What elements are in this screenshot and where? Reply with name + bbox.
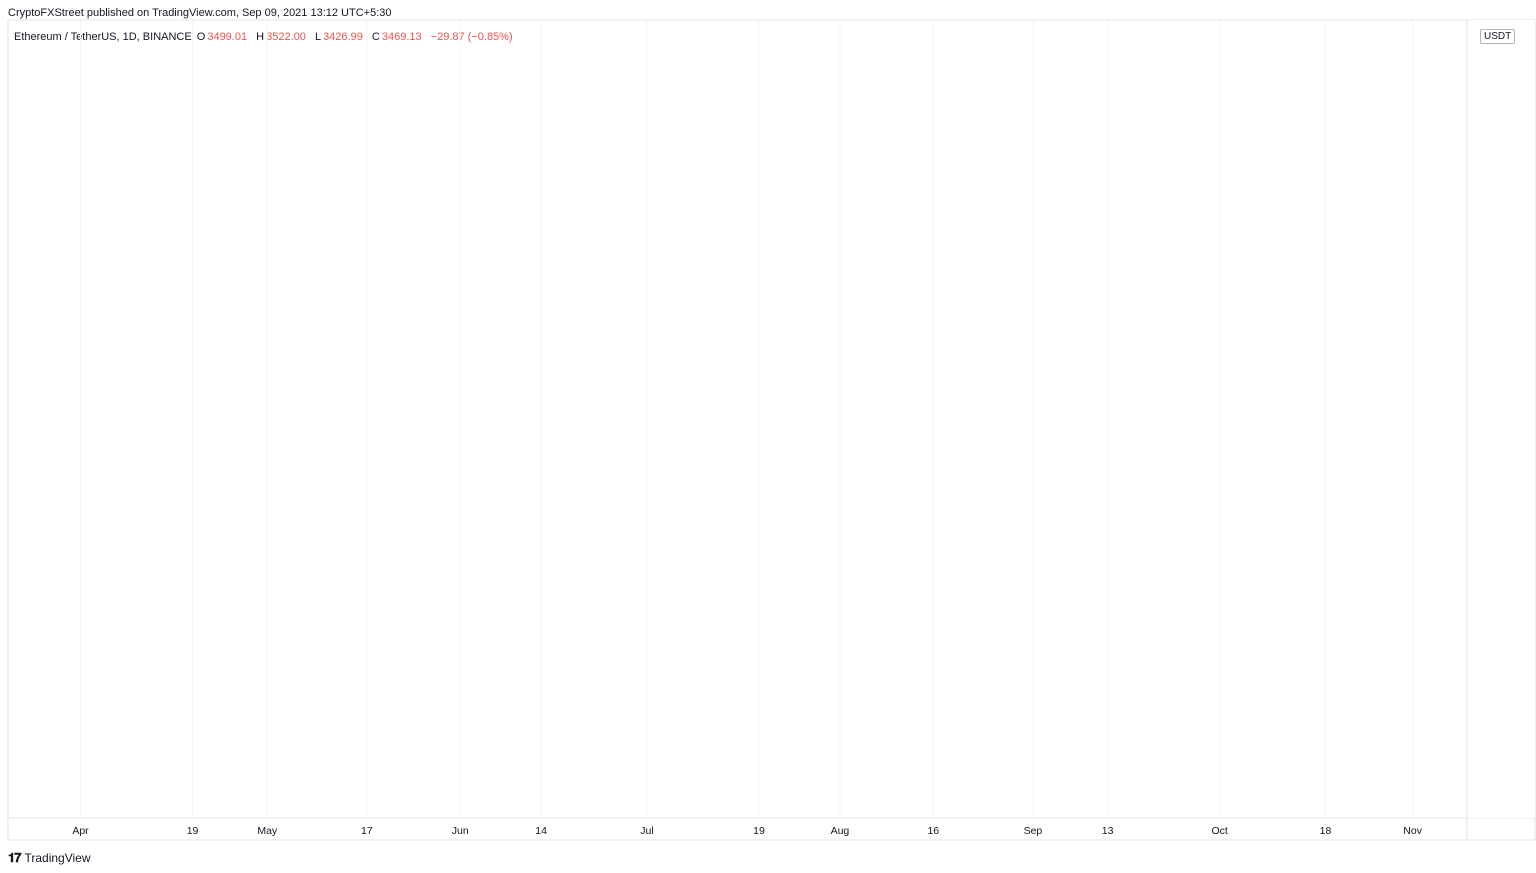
date-tick-label: 16 [927, 825, 939, 837]
date-tick-label: May [257, 825, 278, 837]
date-tick-label: Jul [640, 825, 653, 837]
tradingview-logo-icon: 𝟏𝟕 [8, 850, 22, 865]
close-key: C [371, 31, 380, 43]
date-tick-label: 19 [187, 825, 199, 837]
tradingview-brand-text: TradingView [24, 851, 91, 865]
tradingview-brand[interactable]: 𝟏𝟕 TradingView [8, 850, 91, 866]
low-key: L [314, 31, 322, 43]
grid-lines [80, 20, 1414, 818]
open-key: O [196, 31, 206, 43]
date-tick-label: 14 [535, 825, 547, 837]
date-tick-label: Nov [1403, 825, 1422, 837]
symbol-legend: Ethereum / TetherUS, 1D, BINANCE O 3499.0… [14, 31, 519, 43]
change-value: −29.87 (−0.85%) [430, 31, 513, 43]
date-tick-label: Sep [1024, 825, 1043, 837]
date-tick-label: 19 [753, 825, 765, 837]
date-tick-label: Aug [831, 825, 850, 837]
low-value: 3426.99 [323, 31, 363, 43]
close-value: 3469.13 [381, 31, 422, 43]
high-key: H [256, 31, 265, 43]
open-value: 3499.01 [207, 31, 248, 43]
currency-badge[interactable]: USDT [1480, 29, 1516, 44]
date-tick-label: Jun [452, 825, 469, 837]
date-tick-label: 17 [361, 825, 373, 837]
price-tick-label: 1340.00 [1475, 0, 1513, 3]
date-tick-label: Apr [72, 825, 89, 837]
high-value: 3522.00 [266, 31, 306, 43]
date-tick-label: 18 [1320, 825, 1332, 837]
date-tick-label: Oct [1212, 825, 1228, 837]
symbol-name: Ethereum / TetherUS, 1D, BINANCE [14, 31, 192, 43]
price-axis-background [1467, 20, 1535, 818]
publisher-line: CryptoFXStreet published on TradingView.… [8, 7, 392, 19]
chart-frame [7, 19, 1536, 841]
date-tick-label: 13 [1102, 825, 1114, 837]
